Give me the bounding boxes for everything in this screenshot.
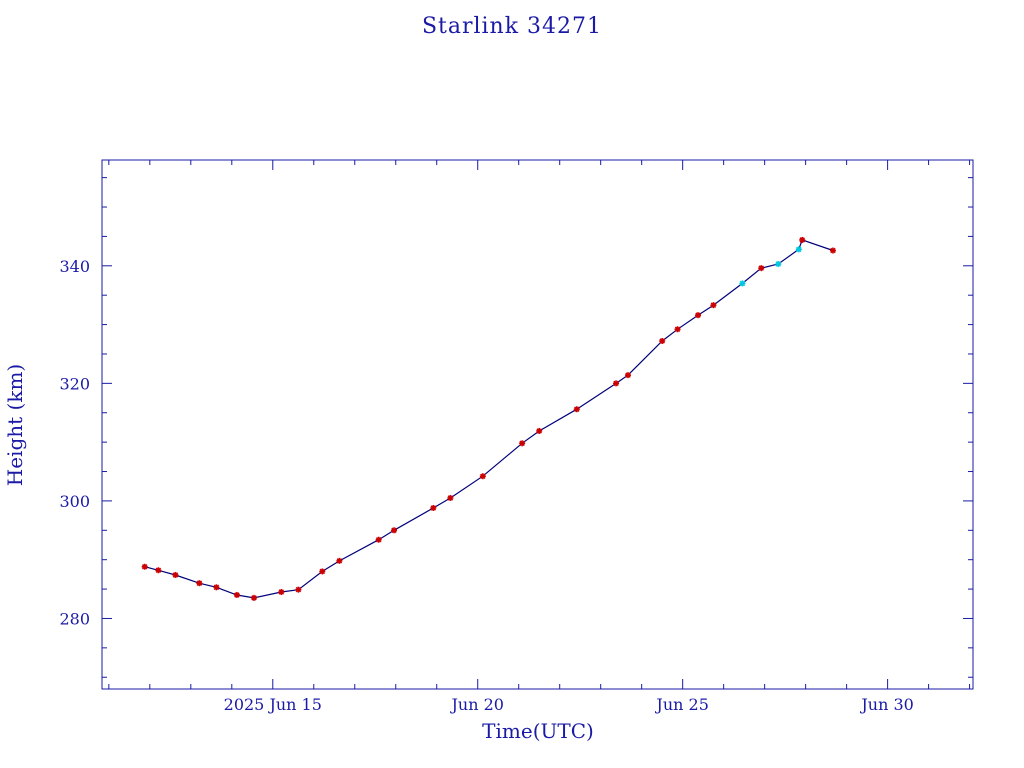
axis-tick-labels: 2025 Jun 15 Jun 20 Jun 25 Jun 30 280 300 320 34… [59,257,913,714]
axis-ticks [102,160,973,689]
x-axis-title: Time(UTC) [482,719,594,743]
data-point [278,589,285,596]
data-point [172,571,179,578]
data-point [233,591,240,598]
y-tick-label: 320 [59,374,90,393]
y-tick-label: 280 [59,609,90,628]
data-point [479,473,486,480]
data-point [250,594,257,601]
data-point [775,261,782,268]
y-tick-label: 340 [59,257,90,276]
data-point [695,312,702,319]
data-point [155,567,162,574]
data-point [674,326,681,333]
data-point [519,440,526,447]
data-point [795,246,802,253]
chart-title: Starlink 34271 [421,14,603,39]
data-point [625,372,632,379]
y-tick-label: 300 [59,492,90,511]
data-point [196,580,203,587]
data-point [319,568,326,575]
data-point [739,280,746,287]
x-tick-label: Jun 20 [449,695,503,714]
data-point [430,504,437,511]
data-point [799,236,806,243]
data-point [613,380,620,387]
data-point [375,536,382,543]
data-point [573,406,580,413]
data-point [758,265,765,272]
data-point [213,584,220,591]
data-markers [141,236,836,601]
x-tick-label: Jun 25 [654,695,708,714]
data-point [536,427,543,434]
data-point [391,527,398,534]
y-axis-title: Height (km) [3,364,27,486]
data-point [710,302,717,309]
data-point [295,586,302,593]
data-point [659,338,666,345]
x-tick-label: 2025 Jun 15 [224,695,322,714]
data-point [829,247,836,254]
data-point [141,563,148,570]
plot-frame [101,159,974,690]
data-line [144,239,834,599]
data-point [336,557,343,564]
x-tick-label: Jun 30 [859,695,913,714]
data-point [447,494,454,501]
